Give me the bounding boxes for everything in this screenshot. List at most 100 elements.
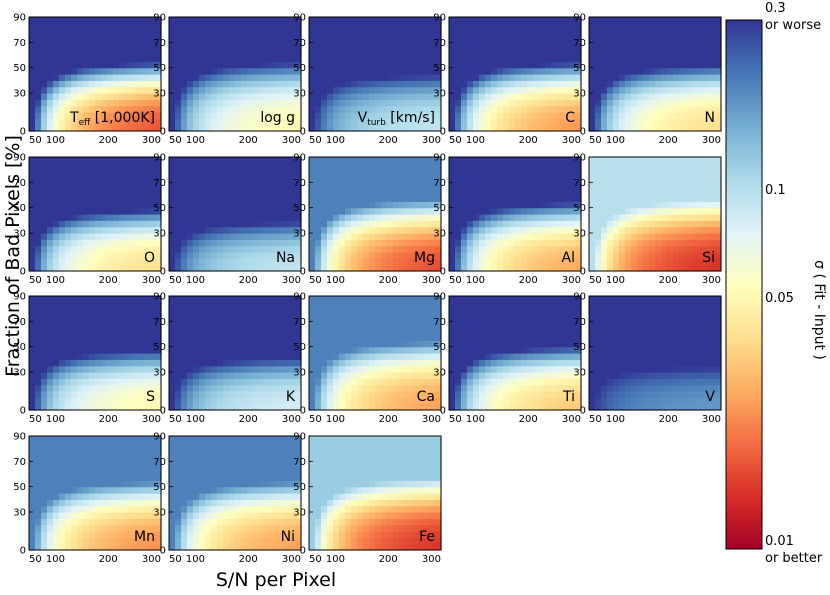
heatmap-cell <box>387 258 394 266</box>
heatmap-cell <box>461 258 468 266</box>
heatmap-cell <box>461 17 468 24</box>
heatmap-cell <box>697 258 704 266</box>
heatmap-cell <box>369 42 376 50</box>
heatmap-cell <box>527 252 534 259</box>
heatmap-cell <box>601 245 608 253</box>
heatmap-cell <box>283 86 290 94</box>
heatmap-cell <box>229 296 236 303</box>
heatmap-cell <box>429 99 436 107</box>
heatmap-cell <box>521 118 528 126</box>
heatmap-cell <box>35 397 42 405</box>
heatmap-cell <box>435 169 442 177</box>
panel-label: S <box>146 389 155 405</box>
heatmap-cell <box>113 124 120 132</box>
heatmap-cell <box>429 118 436 126</box>
heatmap-cell <box>479 176 486 183</box>
heatmap-cell <box>205 353 212 360</box>
heatmap-cell <box>71 384 78 392</box>
heatmap-cell <box>595 226 602 234</box>
heatmap-cell <box>661 74 668 81</box>
heatmap-cell <box>289 302 296 310</box>
heatmap-cell <box>709 233 716 240</box>
heatmap-cell <box>539 188 546 196</box>
heatmap-cell <box>41 365 48 373</box>
heatmap-cell <box>193 391 200 398</box>
heatmap-cell <box>625 23 632 31</box>
heatmap-cell <box>423 36 430 43</box>
heatmap-cell <box>315 353 322 360</box>
heatmap-cell <box>673 29 680 37</box>
heatmap-cell <box>327 86 334 94</box>
heatmap-cell <box>89 334 96 341</box>
heatmap-cell <box>479 169 486 177</box>
heatmap-cell <box>289 334 296 341</box>
heatmap-cell <box>211 124 218 132</box>
heatmap-cell <box>65 296 72 303</box>
heatmap-cell <box>217 176 224 183</box>
heatmap-cell <box>339 233 346 240</box>
heatmap-cell <box>455 74 462 81</box>
heatmap-cell <box>155 315 162 322</box>
heatmap-cell <box>295 42 302 50</box>
heatmap-cell <box>691 252 698 259</box>
heatmap-cell <box>113 23 120 31</box>
heatmap-cell <box>181 391 188 398</box>
heatmap-cell <box>169 321 176 329</box>
heatmap-cell <box>143 157 150 164</box>
heatmap-cell <box>309 207 316 215</box>
heatmap-cell <box>569 220 576 228</box>
heatmap-cell <box>175 112 182 119</box>
heatmap-cell <box>155 36 162 43</box>
heatmap-cell <box>327 258 334 266</box>
heatmap-cell <box>131 188 138 196</box>
heatmap-cell <box>673 36 680 43</box>
heatmap-cell <box>277 214 284 221</box>
heatmap-cell <box>235 264 242 272</box>
heatmap-cell <box>295 252 302 259</box>
heatmap-cell <box>569 55 576 62</box>
heatmap-cell <box>503 239 510 247</box>
heatmap-cell <box>369 124 376 132</box>
heatmap-cell <box>613 48 620 56</box>
heatmap-cell <box>29 353 36 360</box>
heatmap-cell <box>277 220 284 228</box>
x-tick-label: 50 <box>169 414 182 425</box>
heatmap-cell <box>47 340 54 348</box>
heatmap-cell <box>29 67 36 75</box>
heatmap-cell <box>169 23 176 31</box>
heatmap-cell <box>205 245 212 253</box>
heatmap-cell <box>387 105 394 113</box>
heatmap-cell <box>435 182 442 190</box>
heatmap-cell <box>137 264 144 272</box>
heatmap-cell <box>533 118 540 126</box>
heatmap-cell <box>169 308 176 316</box>
heatmap-cell <box>265 163 272 171</box>
heatmap-cell <box>691 169 698 177</box>
heatmap-cell <box>181 48 188 56</box>
heatmap-cell <box>533 105 540 113</box>
heatmap-cell <box>387 99 394 107</box>
heatmap-cell <box>485 55 492 62</box>
heatmap-cell <box>65 403 72 411</box>
heatmap-cell <box>551 207 558 215</box>
heatmap-cell <box>211 67 218 75</box>
heatmap-cell <box>89 346 96 354</box>
heatmap-cell <box>429 23 436 31</box>
heatmap-cell <box>53 321 60 329</box>
heatmap-cell <box>497 264 504 272</box>
heatmap-cell <box>649 226 656 234</box>
heatmap-cell <box>417 252 424 259</box>
heatmap-cell <box>101 105 108 113</box>
heatmap-cell <box>205 112 212 119</box>
heatmap-cell <box>271 372 278 379</box>
heatmap-cell <box>119 403 126 411</box>
heatmap-cell <box>41 201 48 209</box>
heatmap-cell <box>339 29 346 37</box>
heatmap-cell <box>339 258 346 266</box>
heatmap-cell <box>315 201 322 209</box>
heatmap-cell <box>229 245 236 253</box>
heatmap-cell <box>155 226 162 234</box>
heatmap-cell <box>289 195 296 202</box>
heatmap-cell <box>539 61 546 69</box>
heatmap-cell <box>703 214 710 221</box>
